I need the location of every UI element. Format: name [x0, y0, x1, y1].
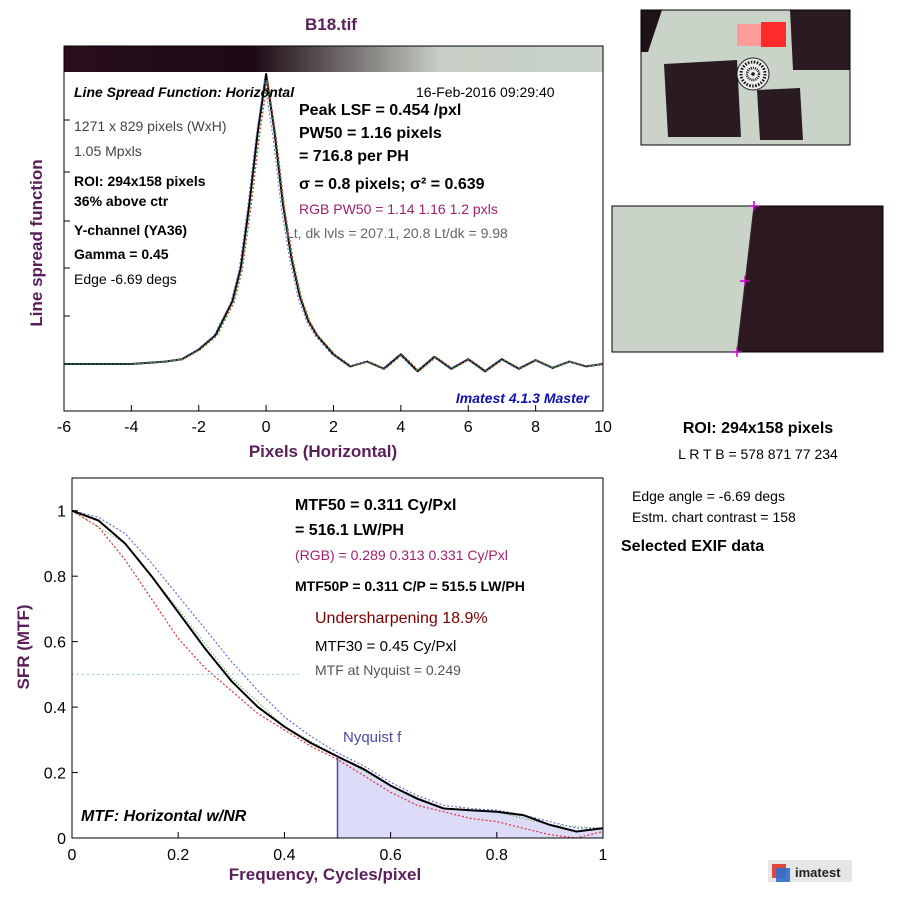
mtf-rgb: (RGB) = 0.289 0.313 0.331 Cy/Pxl: [295, 547, 508, 563]
lsf-channel-line: [64, 79, 603, 372]
edge-angle: Edge angle = -6.69 degs: [632, 488, 785, 504]
nyquist-label: Nyquist f: [343, 729, 402, 746]
lsf-above-ctr: 36% above ctr: [74, 193, 169, 209]
lsf-chart: -6 -4 -2 0 2 4 6 8 10 Line Spread Function: Hori…: [27, 45, 612, 461]
mtf-series-line: [72, 509, 603, 833]
lsf-x-tick-label: 4: [396, 419, 405, 436]
lsf-x-tick-label: -2: [192, 419, 206, 436]
lsf-sigma: σ = 0.8 pixels; σ² = 0.639: [299, 176, 485, 193]
mtf50p-value: MTF50P = 0.311 C/P = 515.5 LW/PH: [295, 578, 525, 594]
mtf-x-tick-label: 0.4: [273, 847, 295, 864]
mtf50-lwph: = 516.1 LW/PH: [295, 522, 404, 539]
lsf-x-tick-label: 8: [531, 419, 540, 436]
mtf-y-tick-label: 1: [57, 504, 66, 521]
lsf-peak: Peak LSF = 0.454 /pxl: [299, 102, 461, 119]
mtf-y-tick-label: 0.4: [44, 700, 66, 717]
imatest-logo: imatest: [768, 860, 852, 882]
mtf-x-tick-labels: 0 0.2 0.4 0.6 0.8 1: [68, 847, 608, 864]
lsf-per-ph: = 716.8 per PH: [299, 148, 409, 165]
mtf-y-tick-label: 0.6: [44, 635, 66, 652]
lsf-edge-gradient: [64, 46, 603, 72]
lsf-channel-line: [64, 79, 602, 372]
mtf-y-tick-label: 0: [57, 831, 66, 848]
roi-edge-markers: [732, 201, 759, 357]
mtf-y-tick-label: 0.8: [44, 569, 66, 586]
lsf-watermark: Imatest 4.1.3 Master: [456, 390, 591, 406]
roi-crop-image: [611, 201, 884, 357]
mtf-series-line: [72, 510, 603, 829]
mtf-chart: 0 0.2 0.4 0.6 0.8 1 0 0.2 0.4 0.6 0.8 1 MTF50 = 0.…: [14, 477, 608, 884]
window-title: B18.tif: [305, 15, 357, 34]
lsf-ticks: [63, 119, 604, 411]
mtf-x-tick-label: 0.2: [167, 847, 189, 864]
mtf-ticks: [71, 510, 604, 839]
mtf-at-nyquist: MTF at Nyquist = 0.249: [315, 662, 461, 678]
lsf-lines: [64, 73, 603, 373]
lsf-image-size: 1271 x 829 pixels (WxH): [74, 118, 227, 134]
mtf50-value: MTF50 = 0.311 Cy/Pxl: [295, 497, 456, 514]
mtf30-value: MTF30 = 0.45 Cy/Pxl: [315, 638, 456, 655]
undersharpening: Undersharpening 18.9%: [315, 610, 488, 627]
lsf-x-tick-label: 6: [464, 419, 473, 436]
image-thumbnail: [640, 9, 851, 146]
lsf-x-tick-label: 10: [594, 419, 612, 436]
lsf-x-tick-label: 2: [329, 419, 338, 436]
mtf-panel-label: MTF: Horizontal w/NR: [81, 808, 247, 825]
mtf-y-axis-label: SFR (MTF): [14, 605, 33, 690]
mtf-y-tick-label: 0.2: [44, 766, 66, 783]
mtf-y-tick-labels: 0 0.2 0.4 0.6 0.8 1: [44, 504, 66, 848]
lsf-title: Line Spread Function: Horizontal: [74, 84, 295, 100]
lsf-x-tick-labels: -6 -4 -2 0 2 4 6 8 10: [57, 419, 612, 436]
lsf-x-tick-label: -6: [57, 419, 71, 436]
imatest-logo-text: imatest: [795, 865, 841, 880]
mtf-plot-frame: [71, 477, 604, 839]
lsf-mpxls: 1.05 Mpxls: [74, 143, 142, 159]
chart-contrast: Estm. chart contrast = 158: [632, 509, 796, 525]
mtf-x-tick-label: 0.8: [486, 847, 508, 864]
lsf-x-axis-label: Pixels (Horizontal): [249, 442, 397, 461]
lsf-x-tick-label: 0: [262, 419, 271, 436]
mtf-x-tick-label: 0.6: [379, 847, 401, 864]
lsf-levels: Lt, dk lvls = 207.1, 20.8 Lt/dk = 9.98: [286, 225, 508, 241]
lsf-y-axis-label: Line spread function: [27, 159, 46, 326]
lsf-x-tick-label: -4: [124, 419, 138, 436]
roi-lrtb: L R T B = 578 871 77 234: [678, 446, 838, 462]
lsf-gamma: Gamma = 0.45: [74, 246, 169, 262]
nyquist-fill-area: [337, 756, 603, 838]
lsf-edge: Edge -6.69 degs: [74, 271, 177, 287]
mtf-x-axis-label: Frequency, Cycles/pixel: [229, 865, 421, 884]
roi-size: ROI: 294x158 pixels: [683, 420, 833, 437]
mtf-x-tick-label: 1: [599, 847, 608, 864]
lsf-date: 16-Feb-2016 09:29:40: [416, 84, 555, 100]
lsf-pw50: PW50 = 1.16 pixels: [299, 125, 442, 142]
lsf-channel: Y-channel (YA36): [74, 222, 187, 238]
exif-heading: Selected EXIF data: [621, 538, 764, 555]
mtf-x-tick-label: 0: [68, 847, 77, 864]
lsf-roi: ROI: 294x158 pixels: [74, 173, 206, 189]
lsf-rgb-pw50: RGB PW50 = 1.14 1.16 1.2 pxls: [299, 201, 498, 217]
